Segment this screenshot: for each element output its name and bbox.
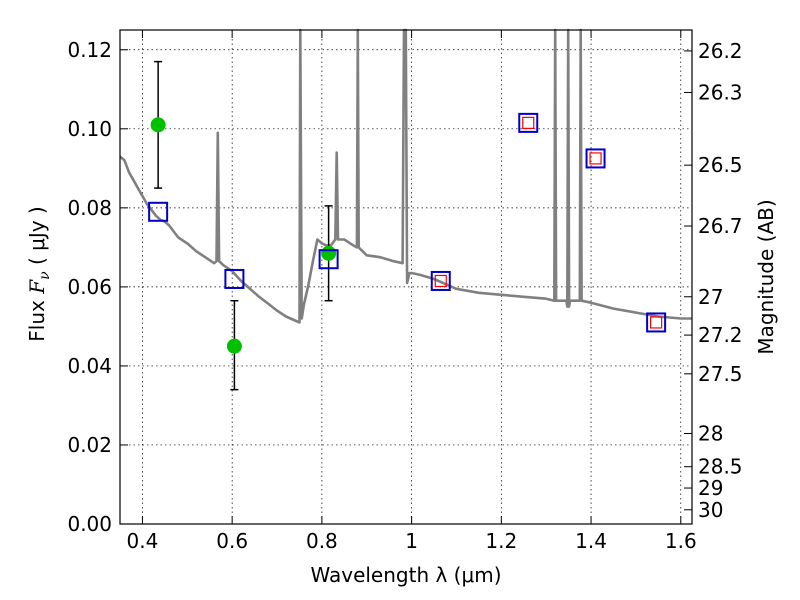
magnitude-tick-label: 30 <box>698 498 723 522</box>
model-flux-square <box>318 249 339 270</box>
magnitude-tick-label: 27 <box>698 285 723 309</box>
x-tick-label: 0.8 <box>306 529 338 553</box>
magnitude-tick-label: 27.5 <box>698 362 743 386</box>
plot-frame <box>119 29 693 525</box>
photometry-markers <box>148 60 667 391</box>
model-flux-square <box>646 312 667 333</box>
magnitude-tick-label: 26.7 <box>698 214 743 238</box>
magnitude-tick-label: 27.2 <box>698 323 743 347</box>
y-tick-label: 0.06 <box>67 275 112 299</box>
magnitude-tick-label: 26.5 <box>698 153 743 177</box>
y-tick-label: 0.08 <box>67 196 112 220</box>
x-tick-label: 1 <box>405 529 418 553</box>
x-tick-label: 0.4 <box>127 529 159 553</box>
magnitude-tick-label: 29 <box>698 476 723 500</box>
model-spectrum <box>119 28 692 324</box>
y-tick-label: 0.00 <box>67 512 112 536</box>
axis-ticks: 0.4 0.6 0.8 1 1.2 1.4 1.6 0.00 0.02 0.04 0.06 0.08 0… <box>67 30 743 553</box>
x-tick-label: 1.2 <box>485 529 517 553</box>
magnitude-tick-label: 26.3 <box>698 80 743 104</box>
model-flux-inner-square <box>589 152 602 165</box>
model-flux-square <box>224 268 245 289</box>
y-axis-label-right: Magnitude (AB) <box>754 199 778 354</box>
observed-flux-point <box>226 338 242 354</box>
model-flux-square <box>518 112 539 133</box>
model-flux-square <box>148 201 169 222</box>
grid-lines <box>120 30 692 524</box>
magnitude-tick-label: 26.2 <box>698 39 743 63</box>
spectrum-line <box>119 28 692 324</box>
model-flux-square <box>430 270 451 291</box>
y-tick-label: 0.02 <box>67 433 112 457</box>
observed-flux-point <box>321 245 337 261</box>
x-tick-label: 1.6 <box>665 529 697 553</box>
magnitude-tick-label: 28 <box>698 421 723 445</box>
observed-flux-point <box>150 117 166 133</box>
model-flux-inner-square <box>522 116 535 129</box>
x-tick-label: 1.4 <box>575 529 607 553</box>
magnitude-tick-label: 28.5 <box>698 455 743 479</box>
model-flux-inner-square <box>650 316 663 329</box>
y-axis-label-left: Flux Fν ( μJy ) <box>25 206 53 341</box>
model-flux-square <box>585 148 606 169</box>
model-flux-inner-square <box>434 274 447 288</box>
y-tick-label: 0.10 <box>67 117 112 141</box>
x-axis-label: Wavelength λ (μm) <box>310 563 501 587</box>
x-tick-label: 0.6 <box>216 529 248 553</box>
y-tick-label: 0.12 <box>67 38 112 62</box>
y-tick-label: 0.04 <box>67 354 112 378</box>
